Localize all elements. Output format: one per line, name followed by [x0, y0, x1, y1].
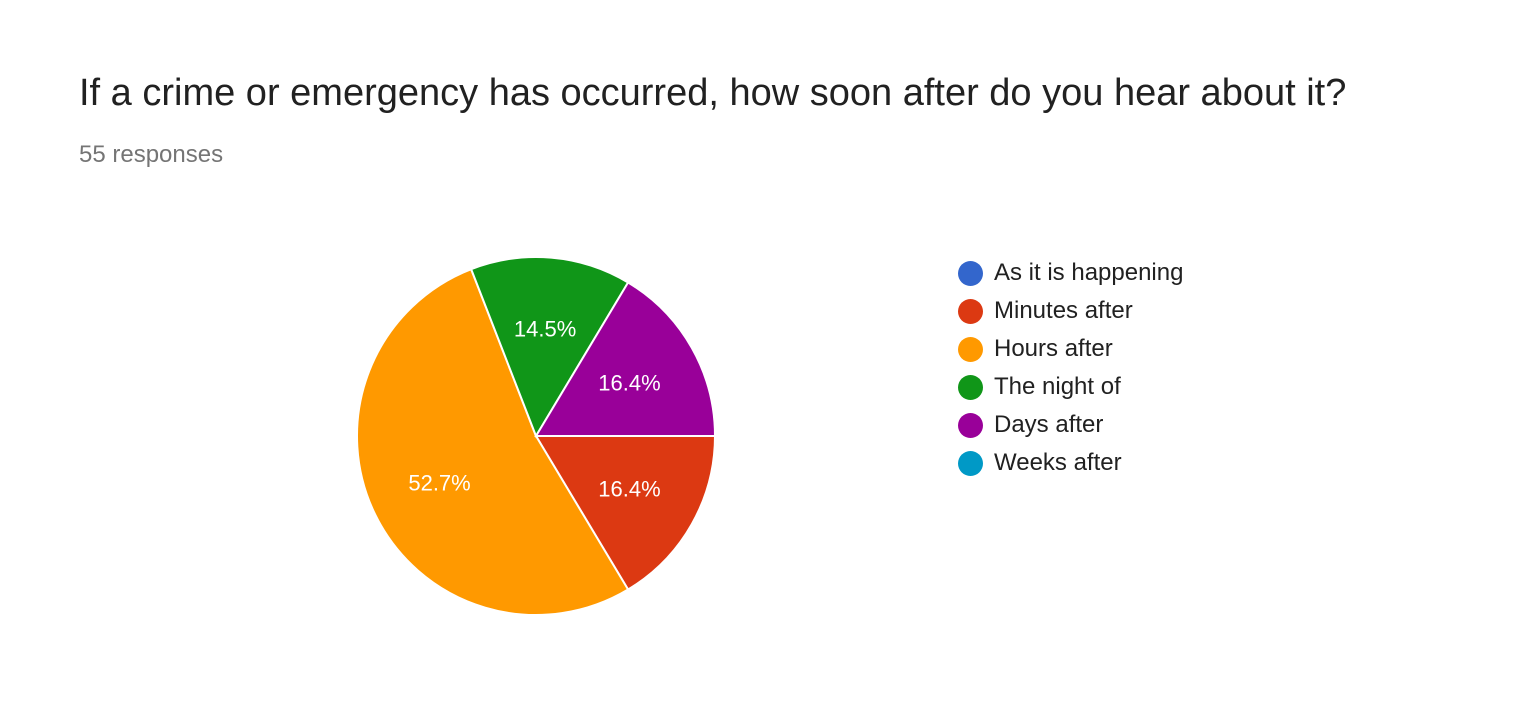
chart-legend: As it is happening Minutes after Hours aft… — [958, 254, 1183, 482]
slice-label-minutes-after: 16.4% — [598, 476, 660, 501]
legend-item-days-after[interactable]: Days after — [958, 406, 1183, 444]
pie-slice-the-night-of[interactable] — [469, 256, 630, 439]
legend-label: As it is happening — [994, 259, 1184, 286]
legend-swatch — [958, 260, 983, 286]
legend-item-the-night-of[interactable]: The night of — [958, 368, 1183, 406]
legend-item-minutes-after[interactable]: Minutes after — [958, 292, 1183, 330]
legend-swatch — [958, 412, 983, 438]
legend-swatch — [958, 450, 983, 476]
legend-label: The night of — [994, 373, 1121, 400]
question-title: If a crime or emergency has occurred, ho… — [79, 72, 1347, 114]
pie-slice-hours-after[interactable] — [356, 267, 630, 616]
pie-slice-minutes-after[interactable] — [534, 435, 717, 591]
legend-item-hours-after[interactable]: Hours after — [958, 330, 1183, 368]
legend-label: Days after — [994, 411, 1104, 438]
slice-label-the-night-of: 14.5% — [514, 316, 576, 341]
pie-slice-labels: 16.4% 52.7% 14.5% 16.4% — [408, 316, 660, 501]
legend-label: Minutes after — [994, 297, 1133, 324]
response-count: 55 responses — [79, 141, 224, 168]
legend-item-as-it-is-happening[interactable]: As it is happening — [958, 254, 1183, 292]
legend-label: Hours after — [994, 335, 1113, 362]
legend-label: Weeks after — [994, 449, 1122, 476]
slice-label-hours-after: 52.7% — [408, 471, 470, 496]
pie-slice-days-after[interactable] — [534, 281, 717, 437]
legend-swatch — [958, 298, 983, 324]
pie-slices — [356, 256, 717, 616]
slice-label-days-after: 16.4% — [598, 371, 660, 396]
legend-item-weeks-after[interactable]: Weeks after — [958, 444, 1183, 482]
legend-swatch — [958, 336, 983, 362]
legend-swatch — [958, 374, 983, 400]
